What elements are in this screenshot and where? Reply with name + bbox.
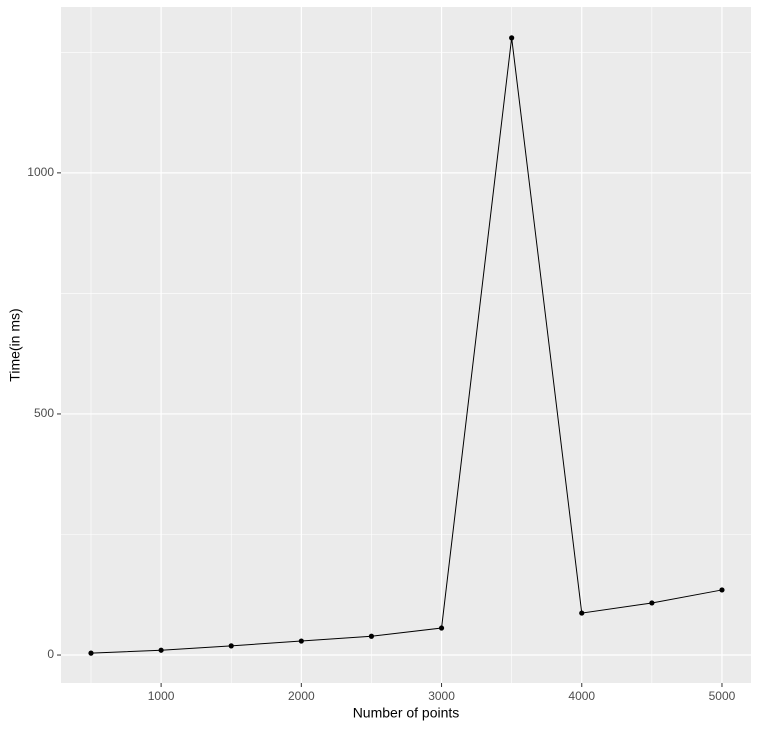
y-axis-title: Time(in ms)	[7, 308, 23, 381]
point	[579, 610, 585, 616]
x-tick-label: 4000	[568, 689, 595, 703]
panel	[61, 7, 751, 683]
point	[438, 625, 445, 631]
y-tick-label: 1000	[27, 165, 54, 179]
y-tick-label: 0	[47, 647, 54, 661]
line	[90, 37, 723, 654]
point	[228, 643, 234, 649]
x-tick-label: 5000	[709, 689, 736, 703]
point	[298, 638, 304, 644]
x-tick-label: 2000	[288, 689, 315, 703]
x-tick-label: 3000	[428, 689, 455, 703]
x-axis-title: Number of points	[353, 705, 460, 721]
point	[158, 647, 164, 653]
point	[88, 650, 94, 656]
x-tick-label: 1000	[148, 689, 175, 703]
y-tick-label: 500	[34, 406, 54, 420]
point	[649, 600, 655, 606]
point	[509, 35, 515, 41]
point	[368, 633, 375, 639]
point	[719, 587, 725, 593]
